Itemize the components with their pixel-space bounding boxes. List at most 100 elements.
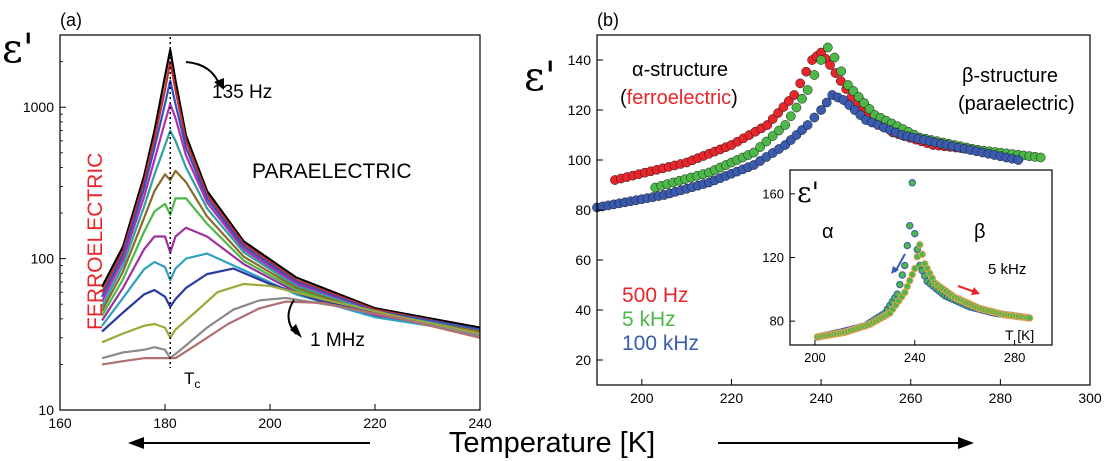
panel-a-series-line	[101, 60, 481, 331]
panel-b-point	[749, 147, 759, 158]
panel-b|1-ytick-label: 40	[575, 302, 591, 318]
panel-b-point	[761, 136, 772, 147]
inset-point	[911, 229, 919, 238]
panel-a-label: (a)	[60, 10, 82, 30]
label-ferroelectric-b: (ferroelectric)	[620, 87, 738, 109]
panel-b|1-ytick-label: 100	[568, 152, 592, 168]
inset-chart: 200 240 280 80 120 160 ε' T [K] α β 5 kHz	[762, 169, 1053, 365]
inset-point	[903, 282, 911, 291]
inset-yticks: 80 120 160	[762, 186, 795, 329]
inset-point	[906, 221, 914, 230]
inset|2-ytick-label: 160	[762, 186, 784, 201]
panel-b|1-xtick-label: 200	[630, 390, 654, 406]
panel-a-series-line	[101, 48, 481, 329]
panel-b-point	[1035, 152, 1046, 163]
panel-b-point	[825, 60, 835, 70]
inset|2-xtick-label: 240	[904, 350, 926, 365]
panel-b-point	[801, 66, 812, 77]
inset-ylabel: ε'	[797, 176, 819, 209]
inset-point	[901, 261, 909, 270]
label-1mhz: 1 MHz	[310, 330, 365, 351]
inset|2-ytick-label: 80	[770, 314, 784, 329]
xlabel-right-arrow-head	[958, 437, 974, 449]
inset-point	[911, 264, 919, 273]
panel-b-point	[809, 70, 820, 80]
panel-b|1-xtick-label: 260	[899, 390, 923, 406]
panel-b-point	[755, 142, 765, 152]
inset|2-ytick-label: 120	[762, 250, 784, 265]
legend-100khz: 100 kHz	[622, 332, 699, 355]
inset-arrow-red-head	[971, 287, 980, 295]
label-135hz: 135 Hz	[212, 82, 272, 103]
panel-b|1-ytick-label: 140	[568, 52, 592, 68]
panel-b-point	[791, 102, 802, 113]
panel-b-point	[785, 111, 796, 122]
panel-b-point	[821, 97, 832, 108]
xlabel-left-arrow-head	[128, 437, 144, 449]
panel-b-series	[592, 42, 1046, 213]
panel-b-point	[795, 78, 806, 89]
arrow-135hz-head	[214, 78, 224, 90]
panel-b-xticks: 200 220 240 260 280 300	[630, 379, 1102, 406]
figure-xlabel: Temperature [K]	[449, 427, 655, 459]
inset-arrow-red	[957, 285, 976, 293]
panel-a|0-ytick-label: 10	[38, 402, 54, 418]
inset|2-xtick-label: 200	[804, 350, 826, 365]
inset-point	[916, 241, 924, 249]
inset-point	[903, 241, 911, 250]
panel-b-point	[829, 52, 840, 63]
panel-a-series-line	[101, 102, 481, 333]
panel-b|1-ytick-label: 20	[575, 352, 591, 368]
panel-b-ylabel: ε'	[524, 54, 556, 100]
label-tc: Tc	[184, 369, 200, 391]
panel-b|1-xtick-label: 240	[809, 390, 833, 406]
panel-a-yticks: 10 100 1000	[23, 34, 66, 418]
panel-b-point	[797, 93, 807, 104]
inset-point	[908, 270, 916, 279]
label-paraelectric-b: (paraelectric)	[958, 93, 1075, 115]
panel-a|0-xtick-label: 180	[153, 415, 177, 431]
panel-b-point	[1013, 155, 1024, 165]
inset-point	[1025, 314, 1034, 322]
panel-a-ylabel: ε'	[2, 26, 34, 72]
panel-b-label: (b)	[597, 10, 619, 30]
panel-b|1-xtick-label: 220	[720, 390, 744, 406]
label-alpha-structure: α-structure	[632, 59, 728, 81]
panel-a-series-line	[101, 282, 481, 344]
inset-point	[896, 280, 904, 289]
inset-freq: 5 kHz	[988, 261, 1026, 278]
inset-point	[901, 288, 909, 297]
label-paraelectric: PARAELECTRIC	[252, 160, 411, 183]
panel-b: (b) ε' 200 220 240 260 280 300 20 40 60 80 100 120…	[524, 10, 1102, 406]
inset-alpha: α	[822, 221, 834, 243]
inset-beta: β	[974, 221, 986, 243]
panel-b|1-ytick-label: 60	[575, 252, 591, 268]
panel-a|0-xtick-label: 240	[468, 415, 492, 431]
label-ferroelectric: FERROELECTRIC	[84, 153, 107, 330]
panel-a-series-line	[101, 169, 481, 333]
panel-b-point	[780, 120, 791, 130]
panel-b-point	[816, 105, 826, 115]
legend-5khz: 5 kHz	[622, 308, 676, 331]
panel-b-point	[809, 112, 820, 123]
panel-b-point	[822, 42, 833, 53]
panel-b-point	[836, 66, 847, 77]
panel-a-xticks: 160 180 200 220 240	[48, 404, 492, 431]
panel-b-point	[767, 131, 778, 141]
panel-a-series-line	[101, 197, 481, 335]
panel-b-point	[774, 125, 784, 136]
panel-b-point	[789, 90, 800, 100]
panel-b|1-xtick-label: 280	[989, 390, 1013, 406]
panel-a|0-ytick-label: 1000	[23, 99, 54, 115]
panel-a|0-xtick-label: 220	[363, 415, 387, 431]
panel-a-series	[101, 48, 481, 366]
inset-arrow-blue-head	[891, 266, 899, 274]
panel-a-series-line	[101, 300, 481, 366]
inset-point	[898, 271, 906, 279]
panel-b-point	[816, 55, 826, 65]
panel-a|0-xtick-label: 160	[48, 415, 72, 431]
inset-point	[918, 250, 926, 259]
inset-xlabel: T [K]	[1005, 327, 1034, 343]
